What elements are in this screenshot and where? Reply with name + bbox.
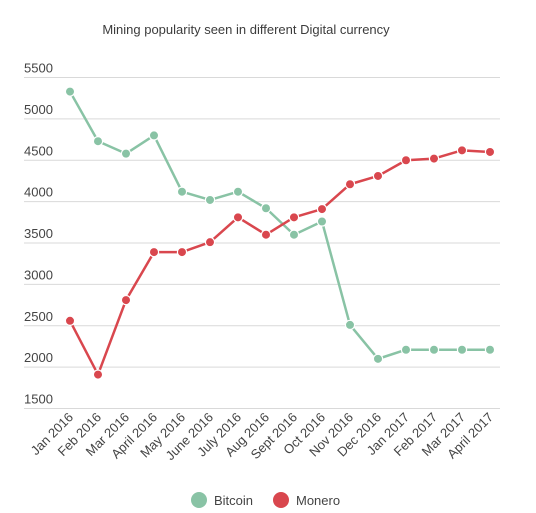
- data-point-bitcoin[interactable]: [484, 344, 496, 355]
- data-point-bitcoin[interactable]: [428, 344, 440, 355]
- y-tick-label: 5000: [24, 102, 53, 117]
- data-point-monero[interactable]: [484, 146, 496, 158]
- data-point-monero[interactable]: [176, 246, 188, 258]
- legend: Bitcoin Monero: [191, 492, 340, 508]
- y-tick-label: 5500: [24, 61, 53, 76]
- legend-label: Monero: [296, 493, 340, 508]
- data-point-monero[interactable]: [204, 236, 216, 248]
- data-point-monero[interactable]: [288, 212, 300, 223]
- y-tick-label: 3000: [24, 267, 53, 282]
- legend-item-bitcoin[interactable]: Bitcoin: [191, 492, 253, 508]
- data-point-bitcoin[interactable]: [316, 216, 328, 227]
- data-point-bitcoin[interactable]: [120, 148, 132, 159]
- y-tick-label: 2500: [24, 309, 53, 324]
- legend-item-monero[interactable]: Monero: [273, 492, 340, 508]
- series-bitcoin: [64, 86, 496, 365]
- data-point-monero[interactable]: [400, 155, 412, 166]
- data-point-bitcoin[interactable]: [232, 186, 244, 197]
- y-tick-label: 1500: [24, 392, 53, 407]
- data-point-monero[interactable]: [428, 153, 440, 164]
- series-monero: [64, 145, 496, 380]
- y-tick-label: 4500: [24, 143, 53, 158]
- data-point-bitcoin[interactable]: [64, 86, 76, 97]
- chart-title: Mining popularity seen in different Digi…: [102, 22, 390, 37]
- legend-label: Bitcoin: [214, 493, 253, 508]
- y-tick-label: 4000: [24, 185, 53, 200]
- data-point-monero[interactable]: [64, 315, 76, 326]
- data-point-bitcoin[interactable]: [456, 344, 468, 355]
- series-layer: [64, 86, 496, 380]
- series-line-monero: [68, 149, 492, 376]
- data-point-monero[interactable]: [316, 203, 328, 215]
- data-point-bitcoin[interactable]: [148, 130, 160, 141]
- data-point-monero[interactable]: [92, 369, 104, 380]
- data-point-bitcoin[interactable]: [260, 203, 272, 214]
- data-point-monero[interactable]: [372, 170, 384, 182]
- data-point-monero[interactable]: [260, 229, 272, 240]
- data-point-bitcoin[interactable]: [176, 186, 188, 197]
- data-point-bitcoin[interactable]: [92, 136, 104, 147]
- data-point-bitcoin[interactable]: [400, 344, 412, 355]
- data-point-bitcoin[interactable]: [204, 194, 216, 206]
- grid-layer: [24, 77, 500, 409]
- data-point-monero[interactable]: [148, 246, 160, 258]
- y-axis-ticks: 5500 5000 4500 4000 3500 3000 2500 2000 1500: [24, 61, 53, 407]
- legend-swatch: [273, 492, 289, 508]
- data-point-bitcoin[interactable]: [372, 353, 384, 365]
- data-point-bitcoin[interactable]: [344, 319, 356, 331]
- data-point-monero[interactable]: [120, 294, 132, 306]
- y-tick-label: 3500: [24, 226, 53, 241]
- data-point-bitcoin[interactable]: [288, 229, 300, 240]
- series-line-bitcoin: [68, 90, 492, 361]
- y-tick-label: 2000: [24, 350, 53, 365]
- data-point-monero[interactable]: [344, 179, 356, 190]
- legend-swatch: [191, 492, 207, 508]
- data-point-monero[interactable]: [232, 212, 244, 223]
- data-point-monero[interactable]: [456, 145, 468, 156]
